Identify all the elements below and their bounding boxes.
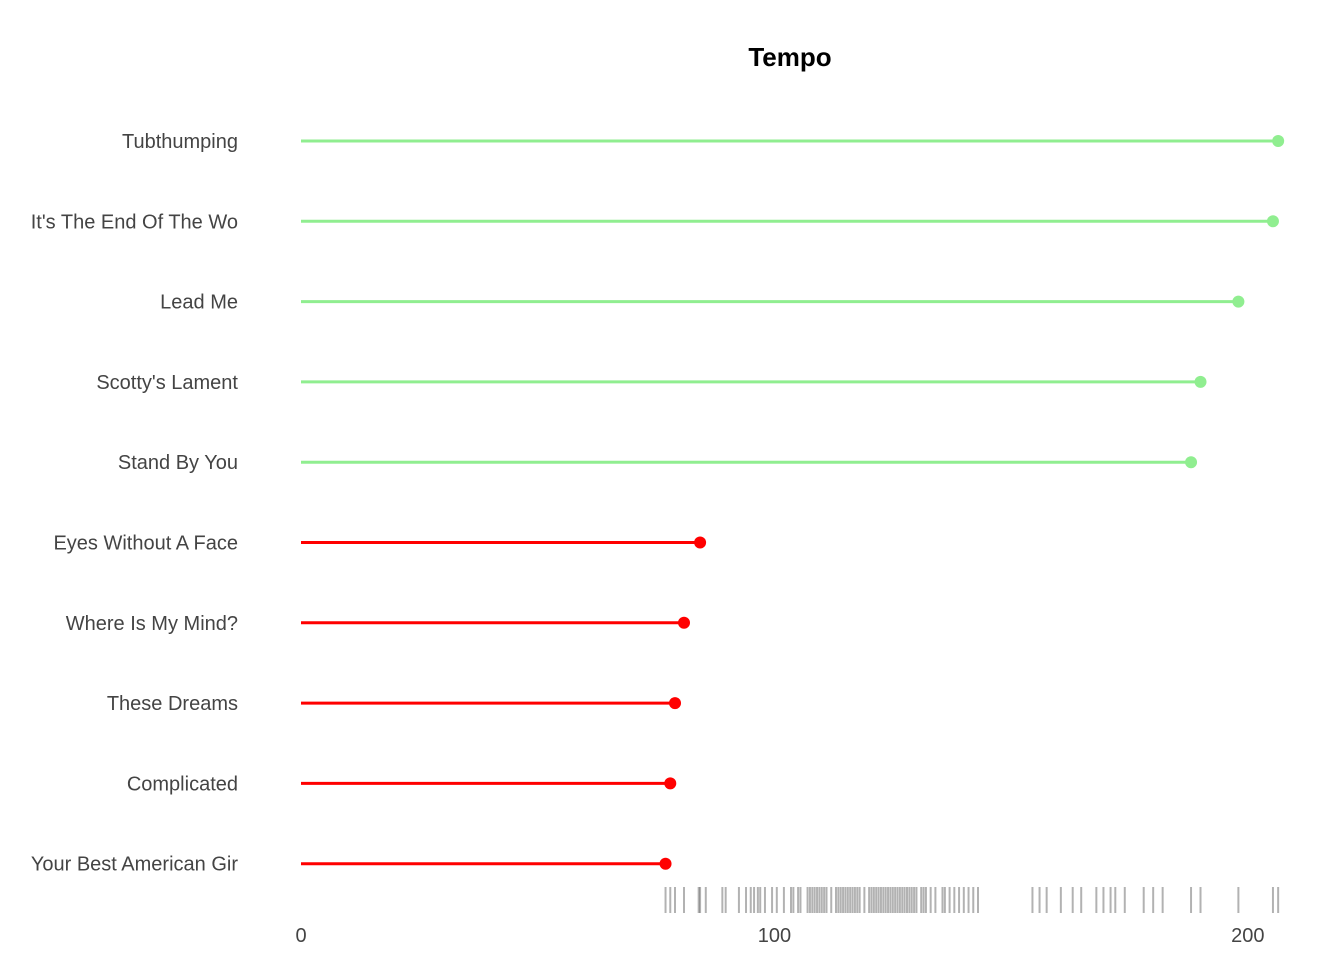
lollipop-series: Tubthumping It's The End Of The Wo Lead Me…	[31, 131, 1285, 876]
category-label: Stand By You	[118, 452, 238, 474]
lollipop-point	[1272, 135, 1285, 147]
lollipop-point	[1232, 295, 1245, 308]
lollipop-point	[678, 616, 691, 629]
category-label: Eyes Without A Face	[53, 533, 238, 555]
chart-title: Tempo	[748, 42, 831, 72]
lollipop-point	[1266, 215, 1279, 228]
category-label: Lead Me	[160, 292, 238, 314]
lollipop-point	[669, 697, 682, 710]
x-tick-label: 100	[758, 925, 791, 947]
category-label: Where Is My Mind?	[66, 613, 238, 635]
category-label: Complicated	[127, 773, 238, 795]
category-label: Tubthumping	[122, 131, 238, 153]
lollipop-point	[694, 536, 707, 549]
lollipop-point	[1194, 375, 1207, 388]
category-label: Your Best American Gir	[31, 854, 238, 876]
x-tick-label: 200	[1231, 925, 1264, 947]
lollipop-point	[659, 857, 672, 870]
category-label: These Dreams	[107, 693, 238, 715]
category-label: Scotty's Lament	[96, 372, 238, 394]
x-axis-ticks: 0 100 200	[295, 925, 1264, 947]
category-label: It's The End Of The Wo	[31, 211, 238, 233]
lollipop-point	[1185, 456, 1198, 469]
x-tick-label: 0	[295, 925, 306, 947]
lollipop-point	[664, 777, 677, 790]
rug-marks	[664, 887, 1280, 913]
